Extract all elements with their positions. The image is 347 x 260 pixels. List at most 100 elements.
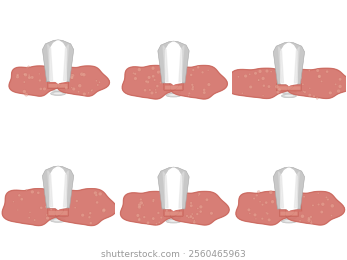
Circle shape [147,76,151,79]
Circle shape [26,67,28,69]
Polygon shape [50,167,66,209]
Circle shape [31,190,34,194]
Polygon shape [294,47,299,83]
Circle shape [46,214,48,216]
Circle shape [65,86,68,89]
Circle shape [308,94,311,97]
Circle shape [197,66,200,69]
Polygon shape [54,80,62,83]
Text: shutterstock.com · 2560465963: shutterstock.com · 2560465963 [101,250,246,259]
Circle shape [265,201,268,204]
Ellipse shape [169,94,178,96]
Circle shape [138,203,141,207]
Circle shape [262,95,264,96]
Circle shape [190,74,193,76]
Ellipse shape [285,212,294,214]
Circle shape [299,220,301,222]
Polygon shape [120,191,180,225]
Circle shape [158,221,160,223]
Polygon shape [170,191,229,225]
Circle shape [269,191,273,194]
FancyBboxPatch shape [165,86,182,89]
Ellipse shape [285,95,294,96]
FancyBboxPatch shape [276,83,302,91]
Ellipse shape [285,87,294,89]
Circle shape [96,201,99,204]
Circle shape [325,196,328,198]
Circle shape [247,208,251,211]
Circle shape [261,204,264,206]
Ellipse shape [285,220,294,222]
Polygon shape [2,189,64,226]
Ellipse shape [51,92,66,95]
Circle shape [249,85,252,89]
Polygon shape [227,68,294,99]
Ellipse shape [166,219,181,223]
Circle shape [134,77,137,80]
Circle shape [203,88,206,92]
Circle shape [318,74,321,78]
Circle shape [307,217,311,220]
Circle shape [29,211,31,213]
Circle shape [261,77,265,80]
Ellipse shape [169,220,178,222]
Polygon shape [281,168,297,210]
Circle shape [78,84,82,88]
FancyBboxPatch shape [48,81,69,89]
Ellipse shape [166,93,181,97]
Ellipse shape [53,212,62,213]
Circle shape [34,219,36,221]
Circle shape [99,81,101,83]
Circle shape [71,87,73,88]
Circle shape [70,75,74,79]
Circle shape [198,195,200,197]
Polygon shape [285,83,293,85]
Ellipse shape [166,216,181,219]
FancyBboxPatch shape [48,207,69,216]
Circle shape [337,89,340,93]
Polygon shape [64,171,68,207]
Circle shape [88,216,91,219]
Polygon shape [170,207,177,210]
Circle shape [258,69,262,73]
Circle shape [244,74,247,78]
Circle shape [255,218,257,220]
Circle shape [193,221,196,224]
Circle shape [146,80,149,83]
Polygon shape [285,191,345,225]
Circle shape [44,193,46,196]
Circle shape [253,213,257,217]
Circle shape [18,194,21,197]
Circle shape [151,66,155,70]
Circle shape [320,210,323,214]
Circle shape [102,209,105,213]
Polygon shape [166,42,181,84]
Circle shape [26,189,27,191]
Polygon shape [122,66,179,99]
Polygon shape [48,44,53,81]
Circle shape [145,80,148,83]
Circle shape [192,217,194,219]
Circle shape [155,91,157,94]
Circle shape [193,220,195,222]
Circle shape [321,80,323,82]
Circle shape [137,68,141,72]
Circle shape [40,206,43,209]
Circle shape [318,203,320,206]
Circle shape [143,204,144,206]
Circle shape [327,198,329,201]
Circle shape [258,79,260,81]
Circle shape [203,91,206,94]
Circle shape [159,70,163,73]
Ellipse shape [281,90,296,94]
Circle shape [308,70,310,72]
Ellipse shape [53,219,62,221]
Circle shape [91,89,93,91]
Circle shape [72,87,76,91]
Circle shape [77,91,79,93]
Circle shape [23,90,26,93]
Circle shape [255,194,258,197]
Circle shape [23,73,26,75]
Polygon shape [170,82,177,84]
Ellipse shape [169,87,178,88]
